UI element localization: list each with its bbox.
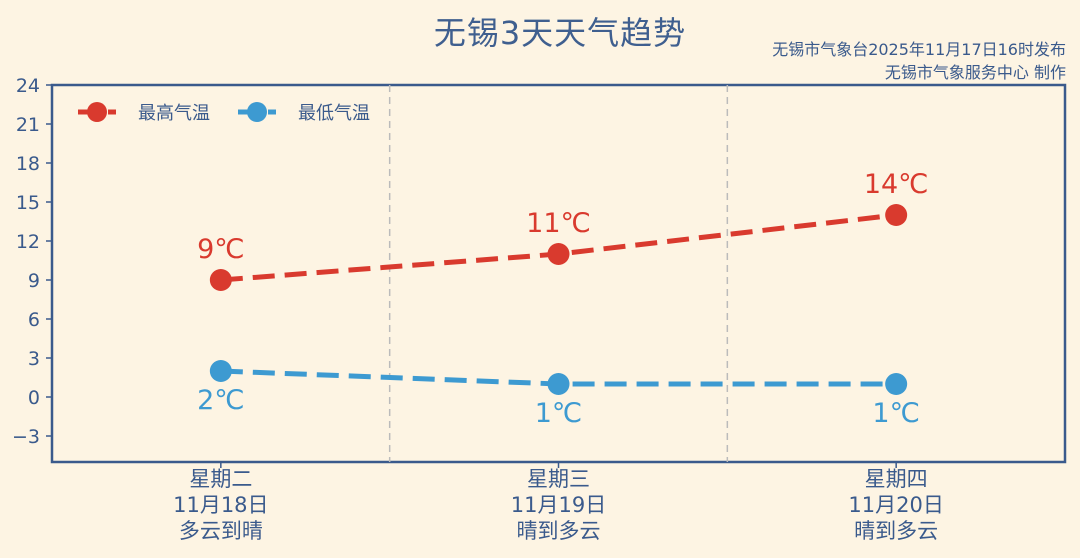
x-category-weekday: 星期三 bbox=[527, 467, 590, 491]
x-category: 星期四 11月20日 晴到多云 bbox=[816, 466, 976, 544]
data-point bbox=[209, 360, 232, 382]
x-category-weekday: 星期二 bbox=[189, 467, 253, 491]
data-point bbox=[885, 373, 908, 395]
y-tick-label: 24 bbox=[16, 75, 40, 97]
legend-marker bbox=[87, 102, 107, 122]
y-tick-label: 18 bbox=[16, 153, 40, 175]
legend-label: 最低气温 bbox=[298, 103, 370, 124]
x-category-date: 11月18日 bbox=[173, 493, 269, 517]
source-line-1: 无锡市气象台2025年11月17日16时发布 bbox=[772, 40, 1066, 59]
data-label: 11℃ bbox=[526, 208, 591, 239]
y-tick-label: 15 bbox=[16, 192, 40, 214]
x-category: 星期二 11月18日 多云到晴 bbox=[141, 466, 301, 544]
y-tick-label: 0 bbox=[28, 387, 40, 409]
x-category-date: 11月19日 bbox=[510, 493, 607, 517]
y-tick-label: 9 bbox=[28, 270, 40, 292]
source-line-2: 无锡市气象服务中心 制作 bbox=[884, 63, 1066, 82]
x-category-date: 11月20日 bbox=[848, 493, 944, 517]
y-tick-label: 3 bbox=[28, 348, 40, 370]
data-label: 1℃ bbox=[872, 398, 920, 429]
x-category-weather: 晴到多云 bbox=[854, 519, 939, 543]
y-tick-label: 21 bbox=[16, 114, 40, 136]
data-label: 14℃ bbox=[864, 169, 929, 200]
data-point bbox=[547, 243, 570, 265]
y-tick-label: 12 bbox=[16, 231, 40, 253]
data-point bbox=[547, 373, 570, 395]
legend-label: 最高气温 bbox=[138, 103, 210, 124]
legend-marker bbox=[247, 102, 267, 122]
x-category: 星期三 11月19日 晴到多云 bbox=[479, 466, 639, 544]
source-note: 无锡市气象台2025年11月17日16时发布 无锡市气象服务中心 制作 bbox=[772, 38, 1066, 84]
y-tick-label: −3 bbox=[12, 426, 40, 448]
x-category-weekday: 星期四 bbox=[864, 467, 928, 491]
data-point bbox=[209, 269, 232, 291]
x-category-weather: 晴到多云 bbox=[516, 519, 601, 543]
x-category-weather: 多云到晴 bbox=[178, 519, 263, 543]
data-label: 1℃ bbox=[535, 398, 583, 429]
data-point bbox=[885, 204, 908, 226]
y-tick-label: 6 bbox=[28, 309, 40, 331]
data-label: 2℃ bbox=[197, 385, 245, 416]
data-label: 9℃ bbox=[197, 234, 245, 265]
chart-title: 无锡3天天气趋势 bbox=[433, 14, 687, 52]
x-axis-labels: 星期二 11月18日 多云到晴 星期三 11月19日 晴到多云 星期四 11月20日 晴到多云 bbox=[0, 466, 1080, 558]
